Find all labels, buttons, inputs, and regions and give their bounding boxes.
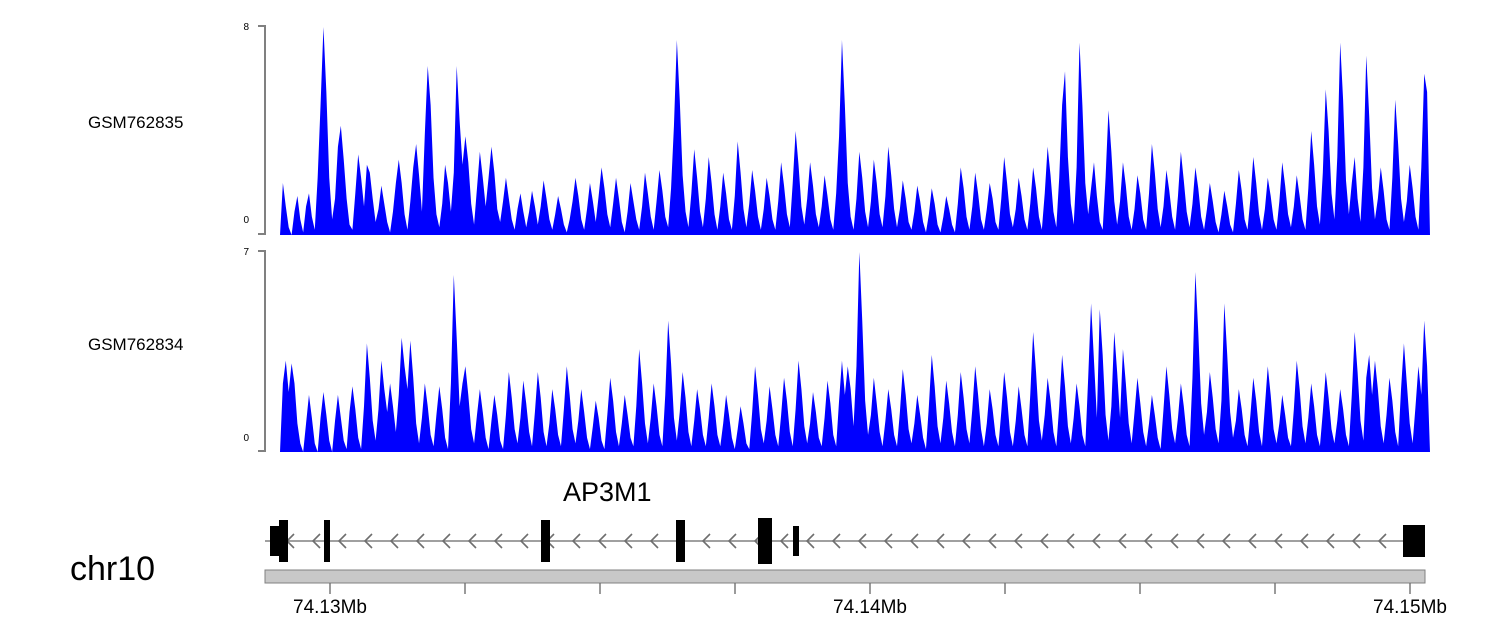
track-2-yaxis	[258, 250, 266, 452]
strand-arrow-left-icon	[1039, 533, 1049, 549]
track-1-coverage-area	[280, 27, 1430, 235]
strand-arrow-left-icon	[1195, 533, 1205, 549]
track-2-ymax-label: 7	[243, 247, 249, 258]
ruler-bar[interactable]	[264, 569, 1426, 584]
strand-arrow-left-icon	[1013, 533, 1023, 549]
strand-arrow-left-icon	[1325, 533, 1335, 549]
strand-arrow-left-icon	[1299, 533, 1309, 549]
track-2-label: GSM762834	[88, 335, 184, 354]
chromosome-label: chr10	[70, 550, 156, 588]
strand-arrow-left-icon	[779, 533, 789, 549]
strand-arrow-left-icon	[883, 533, 893, 549]
strand-arrow-left-icon	[1377, 533, 1387, 549]
strand-arrow-left-icon	[935, 533, 945, 549]
strand-arrow-left-icon	[649, 533, 659, 549]
strand-arrow-left-icon	[1065, 533, 1075, 549]
track-2-plot	[250, 250, 1430, 452]
gene-exon-block[interactable]	[270, 526, 279, 556]
strand-arrow-left-icon	[337, 533, 347, 549]
strand-arrow-left-icon	[467, 533, 477, 549]
track-2-svg	[258, 250, 1430, 452]
strand-arrow-left-icon	[1091, 533, 1101, 549]
ruler-tick-labels: 74.13Mb 74.14Mb 74.15Mb	[0, 566, 1500, 640]
track-1-plot	[250, 25, 1430, 235]
gene-exon-block[interactable]	[793, 526, 799, 556]
strand-arrow-left-icon	[1351, 533, 1361, 549]
strand-arrow-left-icon	[909, 533, 919, 549]
gene-model-svg	[265, 518, 1425, 564]
gene-exon-block[interactable]	[758, 518, 772, 564]
strand-arrow-left-icon	[1273, 533, 1283, 549]
track-1-label: GSM762835	[88, 113, 184, 132]
strand-arrow-left-icon	[1117, 533, 1127, 549]
strand-arrow-left-icon	[727, 533, 737, 549]
strand-arrow-left-icon	[311, 533, 321, 549]
coverage-track-1: GSM762835 8 0	[0, 22, 1500, 235]
strand-arrow-left-icon	[987, 533, 997, 549]
strand-arrow-left-icon	[389, 533, 399, 549]
strand-arrow-left-icon	[805, 533, 815, 549]
coverage-track-2: GSM762834 7 0	[0, 247, 1500, 452]
strand-arrow-left-icon	[493, 533, 503, 549]
strand-arrow-left-icon	[363, 533, 373, 549]
ruler-svg[interactable]	[0, 566, 1500, 640]
gene-exon-block[interactable]	[279, 520, 288, 562]
strand-arrow-left-icon	[1169, 533, 1179, 549]
track-2-coverage-area	[280, 252, 1430, 452]
strand-arrow-left-icon	[597, 533, 607, 549]
gene-exon-block[interactable]	[541, 520, 550, 562]
strand-arrow-left-icon	[571, 533, 581, 549]
strand-arrow-left-icon	[623, 533, 633, 549]
strand-arrow-left-icon	[415, 533, 425, 549]
ruler-track[interactable]: 74.13Mb 74.14Mb 74.15Mb	[0, 566, 1500, 640]
gene-label[interactable]: AP3M1	[563, 477, 652, 507]
track-1-ymin-label: 0	[243, 215, 249, 226]
strand-arrow-left-icon	[701, 533, 711, 549]
gene-exon-block[interactable]	[676, 520, 685, 562]
track-2-ymin-label: 0	[243, 433, 249, 444]
strand-arrow-left-icon	[441, 533, 451, 549]
track-1-svg	[258, 25, 1430, 235]
ruler-tick-label: 74.14Mb	[833, 597, 907, 618]
strand-arrow-left-icon	[519, 533, 529, 549]
strand-arrow-left-icon	[1247, 533, 1257, 549]
gene-model-track	[0, 505, 1500, 565]
ruler-tick-label: 74.13Mb	[293, 597, 367, 618]
strand-arrow-left-icon	[831, 533, 841, 549]
strand-arrow-left-icon	[961, 533, 971, 549]
gene-exon-block[interactable]	[324, 520, 330, 562]
strand-arrow-left-icon	[1221, 533, 1231, 549]
track-1-ymax-label: 8	[243, 22, 249, 33]
strand-arrow-left-icon	[1143, 533, 1153, 549]
gene-exon-block[interactable]	[1403, 525, 1425, 557]
track-1-yaxis	[258, 25, 266, 235]
strand-arrow-left-icon	[857, 533, 867, 549]
ruler-tick-label: 74.15Mb	[1373, 597, 1447, 618]
